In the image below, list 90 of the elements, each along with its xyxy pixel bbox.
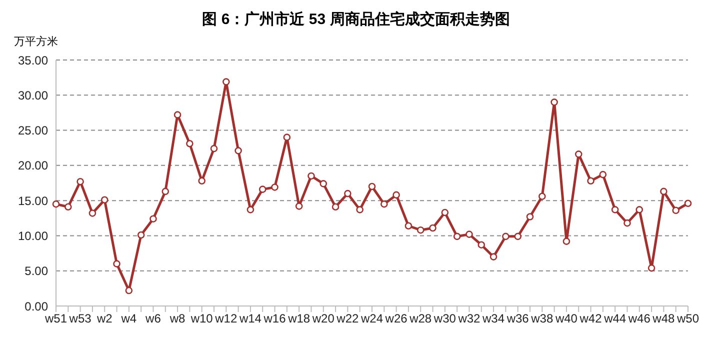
x-tick-label: w8 xyxy=(168,312,186,326)
x-tick-label: w40 xyxy=(554,312,578,326)
point xyxy=(453,232,461,240)
x-tick-label: w16 xyxy=(262,312,286,326)
x-tick-label: w28 xyxy=(408,312,432,326)
y-axis-title: 万平方米 xyxy=(14,34,58,49)
x-tick-label: w12 xyxy=(214,312,238,326)
point xyxy=(113,260,120,268)
x-tick-label: w14 xyxy=(238,312,262,326)
point xyxy=(137,231,145,239)
point xyxy=(502,232,510,240)
x-tick-label: w26 xyxy=(384,312,408,326)
point xyxy=(76,178,84,186)
x-tick-label: w24 xyxy=(360,312,384,326)
point xyxy=(574,150,582,158)
point xyxy=(234,147,242,154)
point xyxy=(404,222,412,230)
point xyxy=(514,232,522,240)
point xyxy=(356,206,364,214)
point xyxy=(599,170,607,178)
point xyxy=(283,134,291,141)
x-tick-label: w20 xyxy=(311,312,335,326)
x-tick-label: w50 xyxy=(676,312,700,326)
point xyxy=(174,111,182,118)
point xyxy=(538,192,546,200)
x-tick-label: w36 xyxy=(506,312,530,326)
point xyxy=(550,98,558,106)
x-tick-label: w44 xyxy=(603,312,626,326)
point xyxy=(660,188,668,196)
x-tick-label: w10 xyxy=(190,312,214,326)
y-tick-label: 15.00 xyxy=(18,194,48,208)
point xyxy=(52,200,60,208)
point xyxy=(684,200,692,208)
point xyxy=(380,200,388,208)
point xyxy=(258,186,266,193)
x-tick-label: w32 xyxy=(457,312,481,326)
x-tick-label: w18 xyxy=(287,312,310,326)
point xyxy=(368,182,376,190)
x-tick-label: w22 xyxy=(336,312,360,326)
point xyxy=(441,208,449,216)
point xyxy=(478,241,486,248)
point xyxy=(416,226,424,234)
point xyxy=(562,238,570,245)
point xyxy=(636,206,644,214)
point xyxy=(490,253,498,260)
y-tick-label: 10.00 xyxy=(18,228,48,243)
point xyxy=(125,286,133,294)
x-tick-label: w51 xyxy=(44,312,68,326)
y-tick-label: 25.00 xyxy=(18,124,48,138)
y-tick-label: 20.00 xyxy=(18,158,48,173)
point xyxy=(88,210,96,217)
point xyxy=(100,196,108,204)
x-tick-label: w30 xyxy=(432,312,456,326)
point xyxy=(332,203,340,211)
point xyxy=(344,190,352,198)
x-tick-label: w42 xyxy=(578,312,602,326)
point xyxy=(64,203,72,211)
point xyxy=(186,140,194,148)
chart-title: 图 6：广州市近 53 周商品住宅成交面积走势图 xyxy=(201,10,511,30)
point xyxy=(672,206,680,214)
point xyxy=(222,78,230,86)
y-tick-label: 35.00 xyxy=(18,53,48,68)
y-tick-label: 30.00 xyxy=(18,88,48,102)
point xyxy=(587,177,594,185)
x-tick-label: w38 xyxy=(530,312,554,326)
x-tick-label: w6 xyxy=(144,312,162,326)
x-tick-label: w53 xyxy=(68,312,92,326)
x-tick-label: w4 xyxy=(120,312,137,326)
x-tick-label: w34 xyxy=(482,312,505,326)
point xyxy=(429,224,436,232)
point xyxy=(210,144,218,152)
point xyxy=(611,206,619,214)
x-tick-label: w2 xyxy=(96,312,113,326)
point xyxy=(295,202,303,210)
point xyxy=(271,184,278,191)
point xyxy=(308,172,315,180)
point xyxy=(162,188,170,196)
point xyxy=(624,219,631,227)
point xyxy=(150,215,157,222)
point xyxy=(526,213,534,220)
point xyxy=(246,206,254,214)
x-tick-label: w46 xyxy=(627,312,651,326)
point xyxy=(648,264,656,272)
point xyxy=(392,191,400,199)
x-tick-label: w48 xyxy=(652,312,676,326)
y-tick-label: 5.00 xyxy=(24,264,48,278)
point xyxy=(320,180,328,188)
y-tick-label: 0.00 xyxy=(24,299,48,314)
point xyxy=(466,230,473,238)
point xyxy=(198,177,206,185)
